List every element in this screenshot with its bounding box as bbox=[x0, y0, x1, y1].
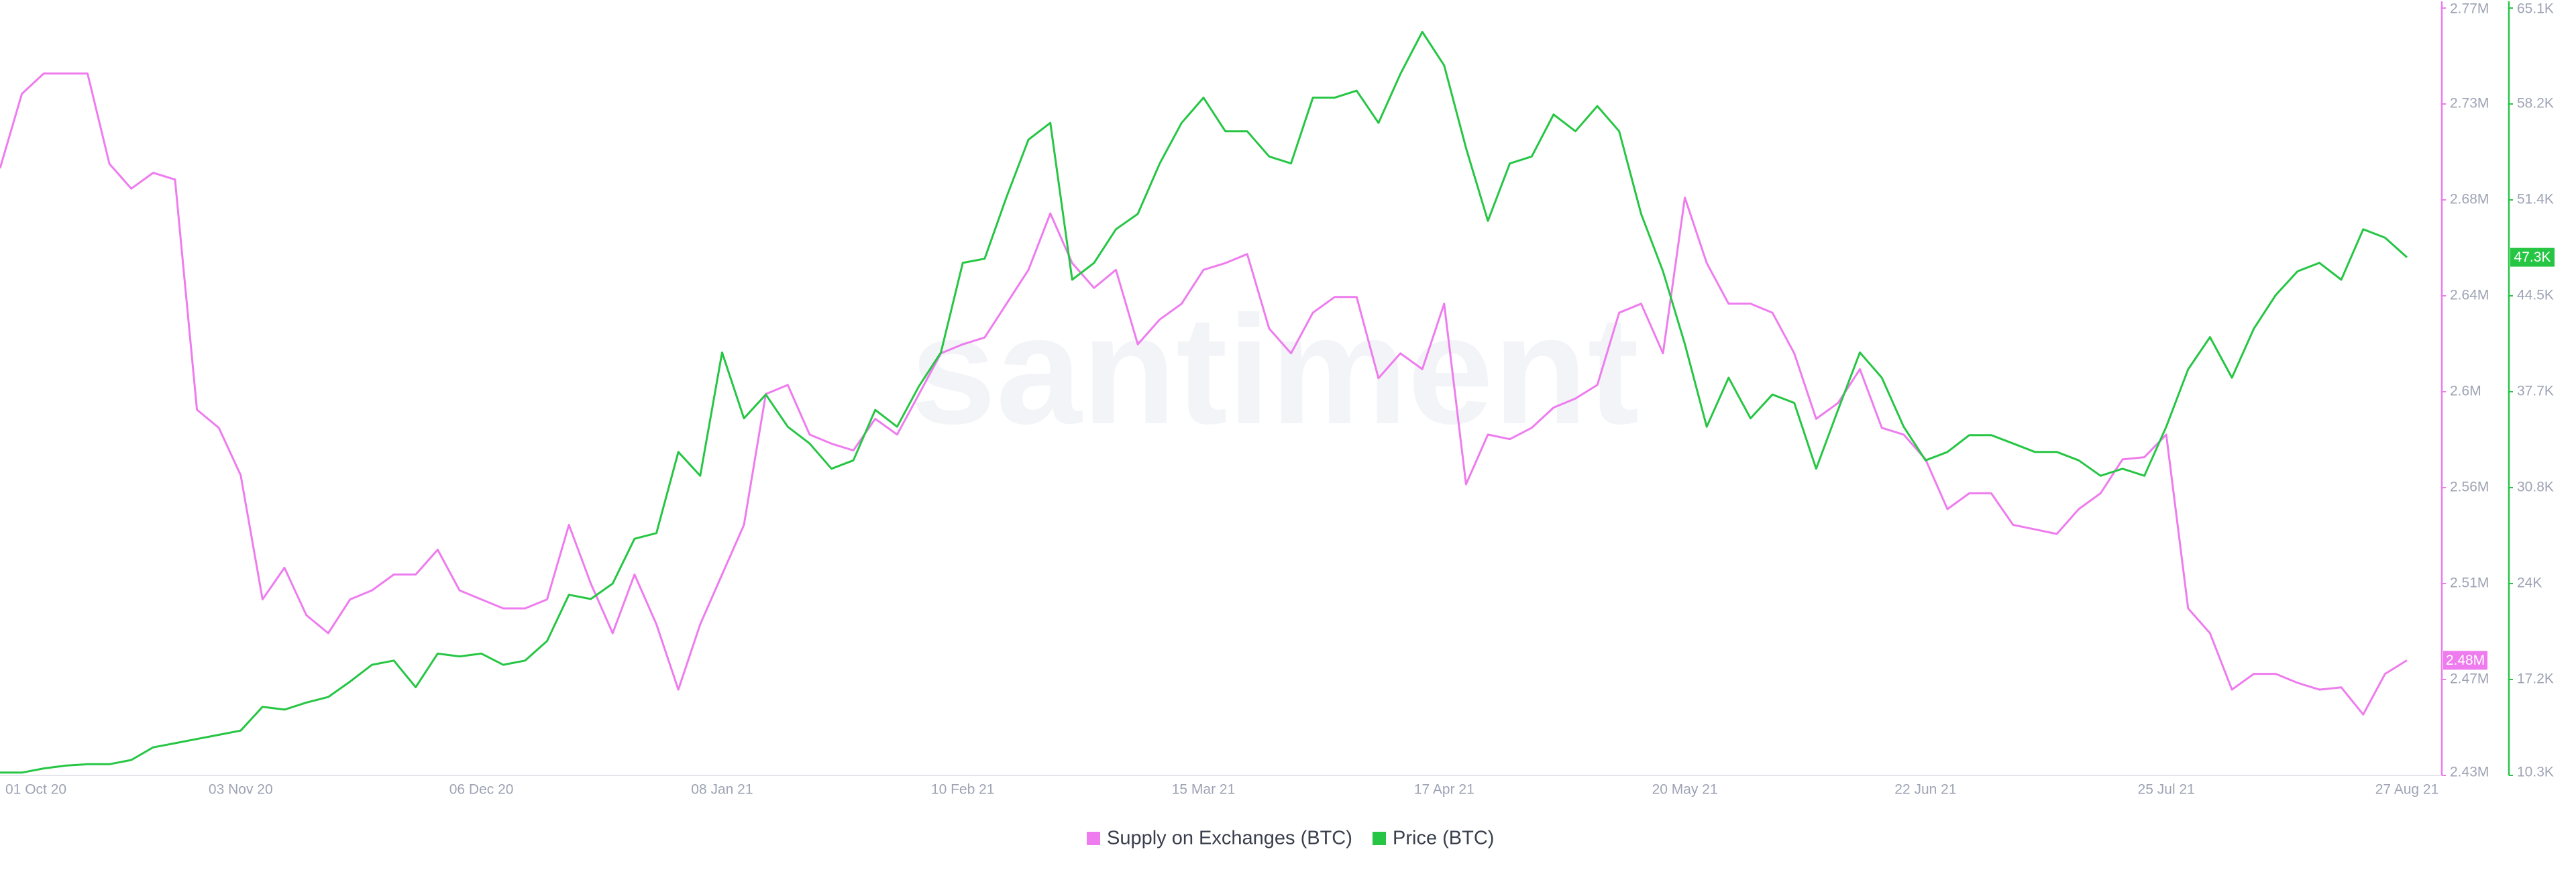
y-tick-label: 2.51M bbox=[2450, 576, 2489, 591]
y-tick-label: 30.8K bbox=[2517, 480, 2554, 495]
x-tick-label: 22 Jun 21 bbox=[1894, 782, 1956, 798]
x-tick-label: 06 Dec 20 bbox=[449, 782, 514, 798]
series-line bbox=[0, 72, 2408, 716]
axis-value-box bbox=[2510, 248, 2555, 267]
y-tick-label: 51.4K bbox=[2517, 192, 2554, 207]
legend: Supply on Exchanges (BTC) Price (BTC) bbox=[1087, 828, 1494, 849]
watermark: santiment bbox=[910, 284, 1639, 456]
x-tick-label: 20 May 21 bbox=[1652, 782, 1718, 798]
y-tick-label: 24K bbox=[2517, 576, 2542, 591]
x-tick-label: 03 Nov 20 bbox=[209, 782, 273, 798]
legend-swatch bbox=[1087, 832, 1100, 845]
y-tick-label: 2.56M bbox=[2450, 480, 2489, 495]
y-tick-label: 2.73M bbox=[2450, 96, 2489, 111]
y-tick-label: 2.43M bbox=[2450, 765, 2489, 780]
x-tick-label: 10 Feb 21 bbox=[931, 782, 995, 798]
y-tick-label: 58.2K bbox=[2517, 96, 2554, 111]
x-tick-label: 08 Jan 21 bbox=[691, 782, 753, 798]
x-tick-label: 27 Aug 21 bbox=[2375, 782, 2439, 798]
y-tick-label: 65.1K bbox=[2517, 1, 2554, 17]
x-tick-label: 01 Oct 20 bbox=[5, 782, 66, 798]
x-tick-label: 15 Mar 21 bbox=[1172, 782, 1236, 798]
x-tick-label: 25 Jul 21 bbox=[2138, 782, 2195, 798]
legend-label: Price (BTC) bbox=[1393, 828, 1494, 849]
x-tick-label: 17 Apr 21 bbox=[1414, 782, 1474, 798]
axis-value-box bbox=[2443, 651, 2487, 670]
y-tick-label: 17.2K bbox=[2517, 671, 2554, 687]
y-tick-label: 44.5K bbox=[2517, 288, 2554, 303]
y-tick-label: 2.64M bbox=[2450, 288, 2489, 303]
y-tick-label: 2.6M bbox=[2450, 384, 2481, 399]
legend-swatch bbox=[1373, 832, 1386, 845]
y-tick-label: 2.77M bbox=[2450, 1, 2489, 17]
y-tick-label: 2.47M bbox=[2450, 671, 2489, 687]
y-tick-label: 37.7K bbox=[2517, 384, 2554, 399]
y-tick-label: 2.68M bbox=[2450, 192, 2489, 207]
series-line bbox=[0, 31, 2408, 774]
legend-label: Supply on Exchanges (BTC) bbox=[1107, 828, 1352, 849]
axis-value-label: 2.48M bbox=[2446, 653, 2485, 668]
axis-value-label: 47.3K bbox=[2514, 250, 2551, 265]
y-tick-label: 10.3K bbox=[2517, 765, 2554, 780]
